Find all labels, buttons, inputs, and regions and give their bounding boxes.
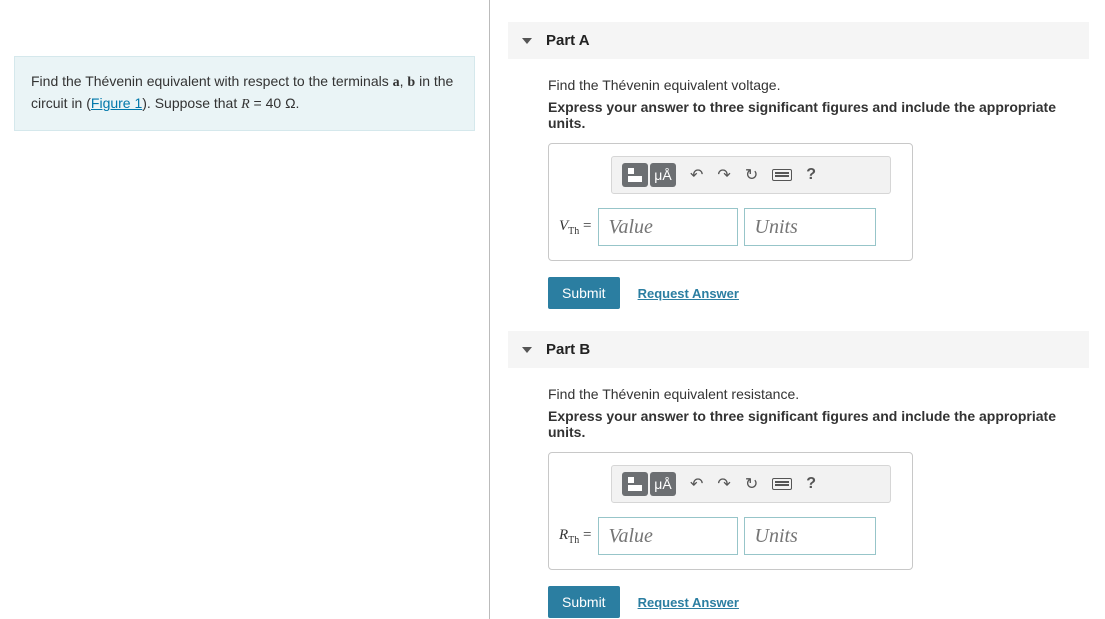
part-a-var-label: VTh =	[559, 218, 592, 237]
part-b-body: Find the Thévenin equivalent resistance.…	[508, 368, 1089, 618]
caret-down-icon	[522, 347, 532, 353]
part-b-header[interactable]: Part B	[508, 331, 1089, 368]
keyboard-icon[interactable]	[772, 169, 792, 181]
part-a-body: Find the Thévenin equivalent voltage. Ex…	[508, 59, 1089, 309]
part-a: Part A Find the Thévenin equivalent volt…	[508, 22, 1089, 309]
part-a-instruction: Find the Thévenin equivalent voltage.	[548, 77, 1089, 93]
units-symbols-button[interactable]: μÅ	[650, 472, 676, 496]
help-icon[interactable]: ?	[806, 475, 816, 493]
part-a-toolbar: μÅ ↶ ↷ ↻ ?	[611, 156, 891, 194]
part-a-title: Part A	[546, 32, 590, 49]
part-b-actions: Submit Request Answer	[548, 586, 1089, 618]
keyboard-icon[interactable]	[772, 478, 792, 490]
part-b: Part B Find the Thévenin equivalent resi…	[508, 331, 1089, 618]
part-a-header[interactable]: Part A	[508, 22, 1089, 59]
part-b-var-label: RTh =	[559, 527, 592, 546]
reset-icon[interactable]: ↻	[745, 165, 758, 185]
left-pane: Find the Thévenin equivalent with respec…	[0, 0, 490, 619]
part-a-value-input[interactable]	[598, 208, 738, 246]
q-pre: Find the Thévenin equivalent with respec…	[31, 73, 393, 89]
part-b-value-input[interactable]	[598, 517, 738, 555]
templates-icon[interactable]	[622, 163, 648, 187]
q-term-a: a	[393, 75, 400, 90]
redo-icon[interactable]: ↷	[717, 474, 730, 494]
undo-icon[interactable]: ↶	[690, 165, 703, 185]
part-b-format: Express your answer to three significant…	[548, 408, 1089, 440]
part-b-units-input[interactable]	[744, 517, 876, 555]
part-b-answer-frame: μÅ ↶ ↷ ↻ ? RTh =	[548, 452, 913, 570]
part-b-input-row: RTh =	[559, 517, 902, 555]
part-b-submit-button[interactable]: Submit	[548, 586, 620, 618]
part-a-input-row: VTh =	[559, 208, 902, 246]
help-icon[interactable]: ?	[806, 166, 816, 184]
part-a-submit-button[interactable]: Submit	[548, 277, 620, 309]
right-pane: Part A Find the Thévenin equivalent volt…	[492, 0, 1105, 619]
q-R: R	[241, 97, 250, 112]
part-a-format: Express your answer to three significant…	[548, 99, 1089, 131]
part-a-units-input[interactable]	[744, 208, 876, 246]
caret-down-icon	[522, 38, 532, 44]
part-a-request-answer-link[interactable]: Request Answer	[638, 286, 739, 301]
redo-icon[interactable]: ↷	[717, 165, 730, 185]
part-b-request-answer-link[interactable]: Request Answer	[638, 595, 739, 610]
part-a-answer-frame: μÅ ↶ ↷ ↻ ? VTh =	[548, 143, 913, 261]
part-b-toolbar: μÅ ↶ ↷ ↻ ?	[611, 465, 891, 503]
units-symbols-button[interactable]: μÅ	[650, 163, 676, 187]
reset-icon[interactable]: ↻	[745, 474, 758, 494]
question-text: Find the Thévenin equivalent with respec…	[14, 56, 475, 131]
undo-icon[interactable]: ↶	[690, 474, 703, 494]
part-b-title: Part B	[546, 341, 590, 358]
part-a-actions: Submit Request Answer	[548, 277, 1089, 309]
part-b-instruction: Find the Thévenin equivalent resistance.	[548, 386, 1089, 402]
templates-icon[interactable]	[622, 472, 648, 496]
figure-link[interactable]: Figure 1	[91, 95, 142, 111]
